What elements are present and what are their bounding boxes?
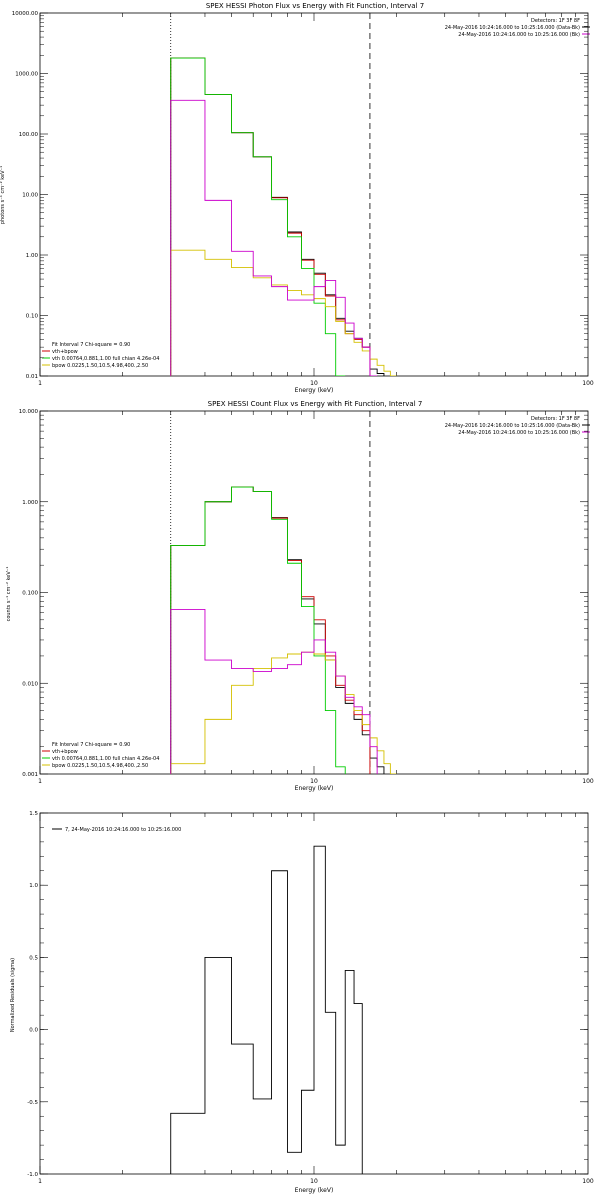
photon-y-tick-label: 10.00 <box>22 193 38 199</box>
residuals-legend-entry: 7, 24-May-2016 10:24:16.000 to 10:25:16.… <box>65 827 181 833</box>
residuals-x-tick-label: 1 <box>38 1178 42 1185</box>
photon-y-tick-label: 1.00 <box>26 253 39 259</box>
count-y-tick-label: 0.010 <box>22 681 38 687</box>
residuals-series-data-path <box>170 845 363 1174</box>
count-legend-entry-vth: vth 0.00764,0.881,1.00 full chian 4.26e-… <box>52 756 159 762</box>
count-legend-entry-bpow: bpow 0.0225,1.50,10.5,4.98,400.,2.50 <box>52 763 148 769</box>
count-series-bk-path <box>170 609 378 774</box>
count-header-databk: 24-May-2016 10:24:16.000 to 10:25:16.000… <box>445 423 580 429</box>
count-series-bpow-path <box>170 651 397 774</box>
count-header-bk: 24-May-2016 10:24:16.000 to 10:25:16.000… <box>458 430 580 436</box>
photon-xlabel: Energy (keV) <box>295 387 334 394</box>
photon-chart-title: SPEX HESSI Photon Flux vs Energy with Fi… <box>206 2 424 10</box>
residuals-y-tick-label: 0.0 <box>29 1028 38 1034</box>
count-x-tick-label: 10 <box>310 778 318 785</box>
residuals-x-tick-label: 10 <box>310 1178 318 1185</box>
count-flux-panel: SPEX HESSI Count Flux vs Energy with Fit… <box>6 400 594 792</box>
photon-series-bpow-path <box>170 249 397 376</box>
count-legend-heading: Fit Interval 7 Chi-square = 0.90 <box>52 742 130 748</box>
residuals-y-tick-label: 1.5 <box>29 811 38 817</box>
photon-x-tick-label: 10 <box>310 380 318 387</box>
photon-y-tick-label: 0.10 <box>26 314 39 320</box>
photon-header-detectors: Detectors: 1F 3F 8F <box>531 18 580 24</box>
photon-ylabel: photons s⁻¹ cm⁻² keV⁻¹ <box>0 166 6 224</box>
photon-y-tick-label: 10000.00 <box>12 11 39 17</box>
photon-y-tick-label: 100.00 <box>19 132 39 138</box>
residuals-y-tick-label: 1.0 <box>29 883 38 889</box>
photon-y-tick-label: 1000.00 <box>15 72 38 78</box>
photon-header-databk: 24-May-2016 10:24:16.000 to 10:25:16.000… <box>445 25 580 31</box>
photon-series-bk-path <box>170 99 378 376</box>
residuals-y-tick-label: -1.0 <box>27 1172 38 1178</box>
count-y-tick-label: 1.000 <box>22 500 38 506</box>
photon-x-tick-label: 100 <box>582 380 594 387</box>
count-chart-title: SPEX HESSI Count Flux vs Energy with Fit… <box>208 400 423 408</box>
residuals-ylabel: Normalized Residuals (sigma) <box>10 958 16 1032</box>
residuals-y-tick-label: 0.5 <box>29 955 38 961</box>
count-ylabel: counts s⁻¹ cm⁻² keV⁻¹ <box>6 567 12 622</box>
count-legend-entry-total: vth+bpow <box>52 749 78 755</box>
photon-header-bk: 24-May-2016 10:24:16.000 to 10:25:16.000… <box>458 32 580 38</box>
count-xlabel: Energy (keV) <box>295 785 334 792</box>
residuals-y-tick-label: -0.5 <box>27 1100 38 1106</box>
count-x-tick-label: 1 <box>38 778 42 785</box>
count-y-tick-label: 0.001 <box>22 772 38 778</box>
count-y-tick-label: 0.100 <box>22 591 38 597</box>
photon-legend-entry-bpow: bpow 0.0225,1.50,10.5,4.98,400.,2.50 <box>52 363 148 369</box>
count-y-tick-label: 10.000 <box>19 409 39 415</box>
residuals-x-tick-label: 100 <box>582 1178 594 1185</box>
photon-legend-heading: Fit Interval 7 Chi-square = 0.90 <box>52 342 130 348</box>
count-series-vth-path <box>170 486 346 774</box>
photon-series-vth-path <box>170 57 346 376</box>
count-header-detectors: Detectors: 1F 3F 8F <box>531 416 580 422</box>
photon-x-tick-label: 1 <box>38 380 42 387</box>
count-x-tick-label: 100 <box>582 778 594 785</box>
residuals-xlabel: Energy (keV) <box>295 1187 334 1194</box>
photon-legend-entry-vth: vth 0.00764,0.881,1.00 full chian 4.26e-… <box>52 356 159 362</box>
photon-legend-entry-total: vth+bpow <box>52 349 78 355</box>
photon-y-tick-label: 0.01 <box>26 374 38 380</box>
photon-flux-panel: SPEX HESSI Photon Flux vs Energy with Fi… <box>0 2 594 394</box>
residuals-panel: Energy (keV) Normalized Residuals (sigma… <box>10 811 594 1194</box>
